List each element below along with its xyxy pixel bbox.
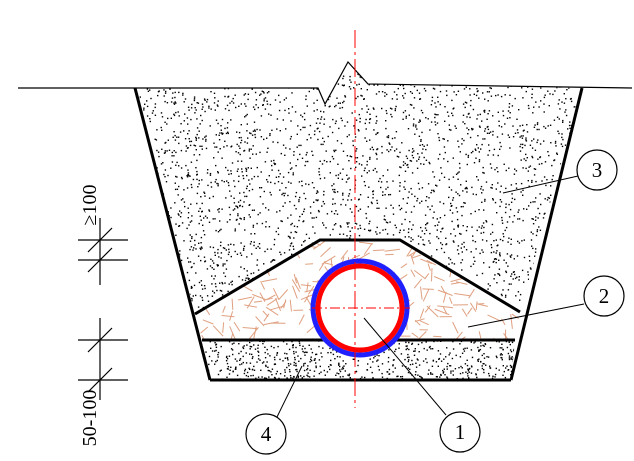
callout-label-4: 4 (261, 422, 272, 446)
dimension-marks (78, 218, 128, 400)
ground-line (18, 60, 633, 106)
dimension-bedding-label: 50-100 (79, 390, 101, 447)
trench-wall-right (509, 87, 584, 381)
callout-sand: 2 (467, 275, 625, 328)
sand-cover-outline (194, 238, 521, 316)
callout-label-2: 2 (599, 284, 610, 308)
callout-backfill: 3 (502, 149, 618, 194)
trench-wall-left (133, 87, 212, 381)
callout-pipe: 1 (363, 317, 481, 453)
callout-label-1: 1 (455, 420, 466, 444)
dimension-cover-label: ≥100 (79, 185, 101, 226)
bedding-zone (202, 340, 515, 380)
callout-bedding: 4 (245, 365, 303, 455)
callout-label-3: 3 (592, 158, 603, 182)
